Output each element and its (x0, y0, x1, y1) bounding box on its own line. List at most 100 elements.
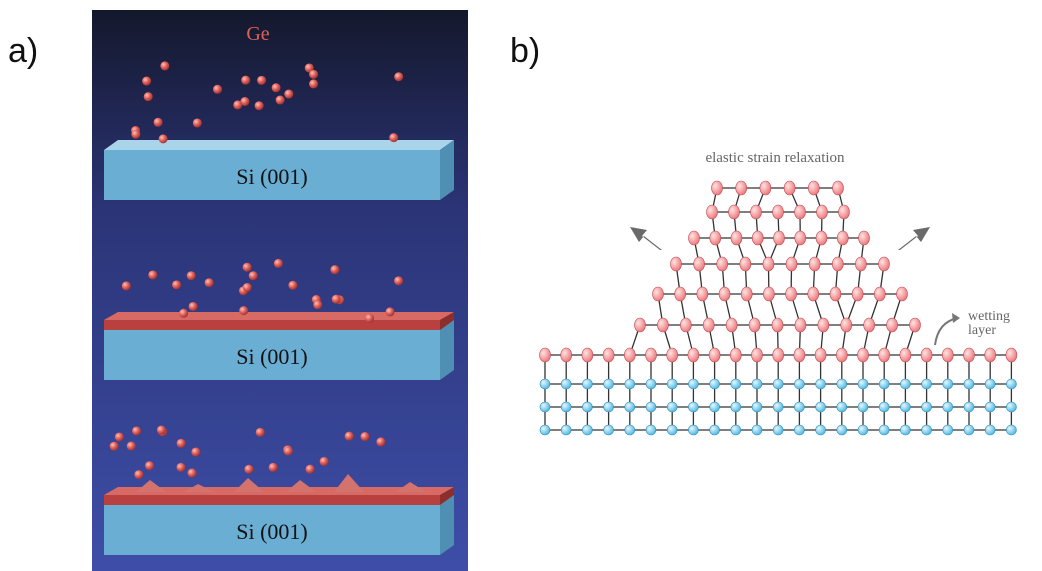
ge-atom (365, 313, 375, 323)
ge-atom (836, 230, 849, 246)
ge-atom (716, 256, 729, 272)
slab-side (440, 495, 454, 555)
ge-atom (304, 63, 314, 73)
ge-atom (121, 281, 131, 291)
ge-atom (750, 204, 762, 220)
ge-atom (832, 180, 844, 196)
ge-atom (394, 276, 404, 286)
si-atom (900, 401, 911, 413)
si-atom (560, 424, 572, 436)
ge-atom (711, 180, 723, 196)
ge-atom (730, 230, 743, 246)
ge-atom (126, 441, 136, 451)
ge-atom (858, 230, 870, 246)
ge-atom (268, 462, 278, 472)
si-atom (794, 424, 805, 436)
ge-atom (241, 75, 251, 85)
ge-atom (179, 308, 189, 318)
ge-atom (725, 317, 738, 333)
ge-layer-top (104, 312, 454, 320)
ge-atom (838, 204, 850, 220)
strain-arrow (630, 227, 662, 250)
si-atom (751, 378, 763, 390)
si-atom (666, 424, 678, 436)
substrate-label: Si (001) (236, 164, 308, 189)
ge-atom (634, 317, 646, 333)
ge-atom (187, 468, 197, 478)
ge-atom (330, 265, 340, 275)
ge-atom (192, 118, 202, 128)
si-atom (688, 401, 699, 413)
ge-atom (602, 347, 615, 363)
si-atom (603, 401, 614, 413)
si-atom (815, 424, 826, 436)
si-atom (709, 401, 720, 413)
si-atom (624, 401, 636, 413)
ge-atom (740, 286, 753, 302)
ge-atom (657, 317, 669, 333)
si-atom (645, 424, 657, 436)
si-atom (921, 401, 932, 413)
si-atom (921, 378, 932, 390)
ge-atom (878, 347, 891, 363)
ge-atom (560, 347, 573, 363)
si-atom (1006, 424, 1017, 436)
ge-atom (748, 317, 761, 333)
ge-atom (239, 306, 249, 316)
ge-island (234, 478, 264, 492)
si-atom (815, 401, 826, 413)
ge-atom (1005, 347, 1018, 363)
ge-atom (309, 69, 319, 79)
slab-top (104, 140, 454, 150)
ge-atom (188, 301, 198, 311)
slab-front (104, 330, 440, 380)
caption: elastic strain relaxation (705, 150, 845, 166)
si-atom (624, 378, 636, 390)
substrate-label: Si (001) (236, 519, 308, 544)
ge-atom (702, 317, 715, 333)
si-atom (666, 378, 678, 390)
ge-atom (158, 134, 168, 144)
ge-island (334, 474, 364, 492)
si-atom (857, 401, 869, 413)
ge-atom (273, 258, 283, 268)
ge-atom (687, 347, 700, 363)
si-atom (624, 424, 636, 436)
slab-side (440, 320, 454, 380)
ge-atom (817, 317, 830, 333)
ge-atom (319, 456, 329, 466)
ge-atom (835, 347, 848, 363)
ge-atom (623, 347, 636, 363)
ge-atom (376, 437, 386, 447)
ge-atom (688, 230, 700, 246)
ge-atom (275, 95, 285, 105)
si-atom (582, 401, 593, 413)
ge-atom (142, 76, 152, 86)
si-atom (963, 401, 975, 413)
ge-atom (793, 347, 806, 363)
ge-atom (257, 75, 267, 85)
ge-atom (674, 286, 686, 302)
ge-island (286, 480, 316, 492)
annotation: wetting (968, 309, 1010, 324)
si-atom (857, 378, 869, 390)
ge-atom (242, 262, 252, 272)
ge-atom (204, 278, 214, 288)
ge-atom (394, 72, 404, 82)
si-atom (603, 378, 614, 390)
ge-atom (680, 317, 692, 333)
ge-atom (857, 347, 869, 363)
panel-label: b) (510, 32, 540, 70)
ge-atom (772, 204, 784, 220)
ge-atom (693, 256, 705, 272)
si-atom (878, 378, 890, 390)
ge-atom (718, 286, 731, 302)
ge-atom (878, 256, 890, 272)
ge-atom (248, 271, 258, 281)
si-atom (688, 378, 699, 390)
ge-atom (984, 347, 997, 363)
si-atom (900, 424, 911, 436)
title: Ge (246, 23, 269, 45)
si-atom (730, 401, 742, 413)
ge-atom (331, 294, 341, 304)
